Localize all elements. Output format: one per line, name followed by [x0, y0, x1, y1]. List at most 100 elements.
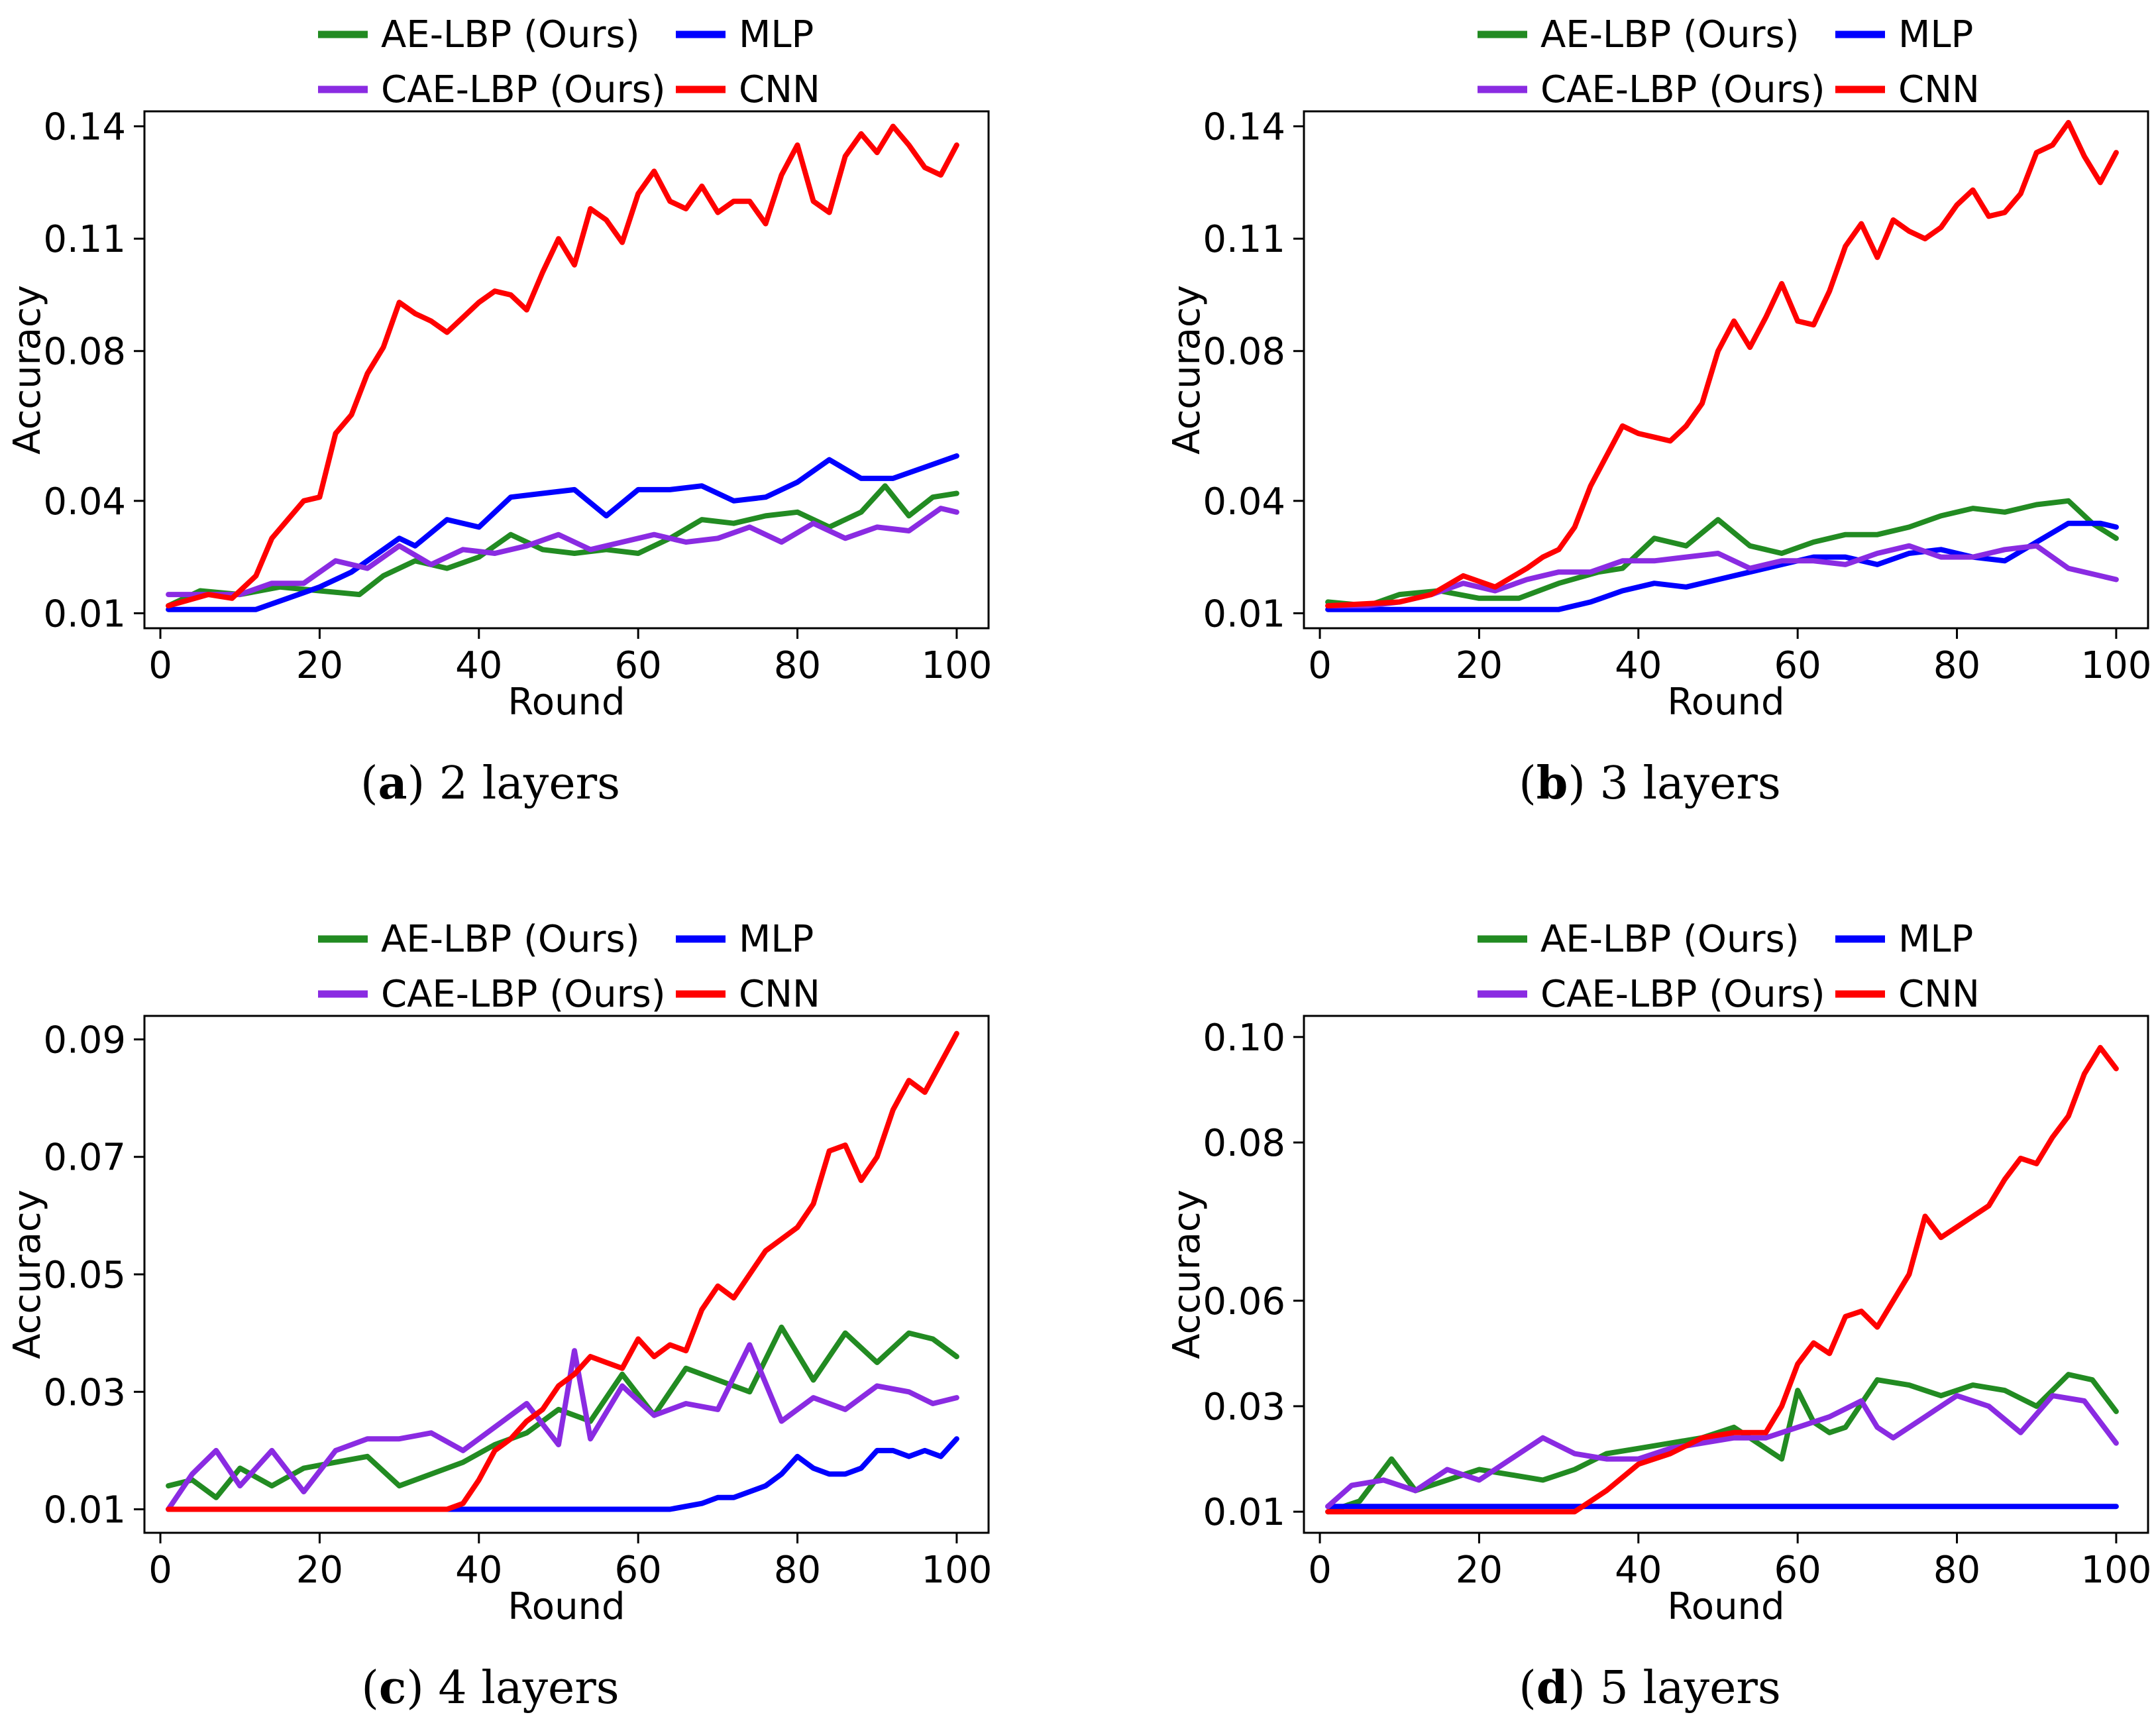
x-tick-label: 40 [1615, 1549, 1662, 1592]
legend-label-cae_lbp: CAE-LBP (Ours) [1540, 973, 1825, 1016]
x-tick-label: 20 [1456, 644, 1503, 687]
series-line-mlp [166, 453, 959, 612]
legend-label-cnn: CNN [739, 973, 820, 1016]
caption-paren-open: ( [1519, 1662, 1536, 1714]
x-tick-label: 0 [1308, 1549, 1332, 1592]
y-tick-label: 0.08 [43, 331, 126, 374]
series-lines [166, 1030, 959, 1512]
caption-paren-open: ( [360, 757, 378, 810]
legend: AE-LBP (Ours) MLP CAE-LBP (Ours) CNN [318, 13, 820, 111]
series-line-cnn [1325, 1044, 2119, 1515]
plot-frame [1303, 1015, 2149, 1534]
legend-label-mlp: MLP [739, 13, 814, 56]
caption-text: 2 layers [425, 757, 620, 810]
caption-paren-open: ( [1519, 757, 1536, 810]
caption-text: 3 layers [1586, 757, 1781, 810]
legend-label-ae_lbp: AE-LBP (Ours) [381, 918, 640, 961]
y-tick-label: 0.05 [43, 1254, 126, 1297]
series-line-cnn [166, 123, 959, 609]
x-tick-label: 60 [1774, 644, 1821, 687]
y-tick-label: 0.01 [1203, 592, 1285, 636]
x-axis-label: Round [508, 1585, 625, 1628]
x-tick-label: 60 [615, 644, 662, 687]
legend-label-mlp: MLP [1898, 13, 1973, 56]
x-tick-label: 100 [921, 1549, 992, 1592]
legend-label-cnn: CNN [1898, 973, 1980, 1016]
caption-letter: d [1536, 1661, 1568, 1714]
y-axis-label: Accuracy [1165, 1190, 1209, 1359]
y-tick-label: 0.01 [43, 592, 126, 636]
series-line-cae_lbp [166, 506, 959, 598]
x-tick-label: 40 [455, 644, 502, 687]
x-tick-label: 60 [1774, 1549, 1821, 1592]
legend-label-mlp: MLP [739, 918, 814, 961]
series-line-mlp [1325, 520, 2119, 612]
series-line-mlp [166, 1436, 959, 1512]
y-tick-label: 0.03 [1203, 1386, 1285, 1429]
legend-label-ae_lbp: AE-LBP (Ours) [1540, 13, 1800, 56]
legend: AE-LBP (Ours) MLP CAE-LBP (Ours) CNN [318, 918, 820, 1016]
y-tick-label: 0.08 [1203, 1122, 1285, 1165]
x-tick-label: 0 [148, 1549, 172, 1592]
series-line-ae_lbp [166, 1324, 959, 1500]
y-axis-label: Accuracy [1165, 285, 1209, 455]
x-tick-label: 20 [1456, 1549, 1503, 1592]
y-axis-label: Accuracy [6, 285, 49, 455]
x-axis-label: Round [1667, 1585, 1784, 1628]
series-lines [166, 123, 959, 612]
y-tick-label: 0.14 [43, 106, 126, 149]
subfigure-caption: (c) 4 layers [361, 1661, 619, 1714]
x-tick-label: 80 [1933, 1549, 1980, 1592]
subfigure-caption: (d) 5 layers [1519, 1661, 1780, 1714]
caption-text: 5 layers [1586, 1662, 1781, 1714]
x-tick-label: 20 [296, 1549, 343, 1592]
y-tick-label: 0.01 [43, 1489, 126, 1532]
subfigure-caption: (b) 3 layers [1519, 757, 1780, 810]
x-tick-label: 0 [1308, 644, 1332, 687]
caption-paren-close: ) [406, 1662, 424, 1714]
legend-label-cnn: CNN [739, 68, 820, 111]
y-tick-label: 0.10 [1203, 1017, 1285, 1060]
y-tick-label: 0.07 [43, 1137, 126, 1180]
series-lines [1325, 120, 2119, 612]
series-line-cae_lbp [1325, 543, 2119, 609]
caption-paren-open: ( [361, 1662, 379, 1714]
y-tick-label: 0.11 [43, 218, 126, 261]
y-tick-label: 0.04 [43, 480, 126, 524]
caption-paren-close: ) [1568, 1662, 1586, 1714]
x-tick-label: 80 [774, 644, 821, 687]
series-line-ae_lbp [166, 483, 959, 609]
caption-letter: b [1536, 757, 1568, 810]
y-tick-label: 0.06 [1203, 1280, 1285, 1323]
x-tick-label: 100 [921, 644, 992, 687]
caption-text: 4 layers [424, 1662, 620, 1714]
series-line-cae_lbp [1325, 1393, 2119, 1510]
x-tick-label: 60 [615, 1549, 662, 1592]
series-line-cnn [166, 1030, 959, 1512]
x-tick-label: 0 [148, 644, 172, 687]
y-tick-label: 0.04 [1203, 480, 1285, 524]
y-tick-label: 0.09 [43, 1019, 126, 1062]
y-tick-label: 0.11 [1203, 218, 1285, 261]
x-tick-label: 20 [296, 644, 343, 687]
series-line-cae_lbp [166, 1342, 959, 1512]
y-axis-label: Accuracy [6, 1190, 49, 1359]
chart-panel-d: AE-LBP (Ours) MLP CAE-LBP (Ours) CNN 0 20 40 60… [1165, 918, 2151, 1714]
chart-panel-b: AE-LBP (Ours) MLP CAE-LBP (Ours) CNN 0 20 40 60… [1165, 13, 2151, 810]
legend-label-ae_lbp: AE-LBP (Ours) [1540, 918, 1800, 961]
legend-label-cae_lbp: CAE-LBP (Ours) [381, 973, 666, 1016]
caption-paren-close: ) [1568, 757, 1586, 810]
y-tick-label: 0.14 [1203, 106, 1285, 149]
caption-letter: c [379, 1661, 406, 1714]
chart-panel-c: AE-LBP (Ours) MLP CAE-LBP (Ours) CNN 0 20 40 60… [6, 918, 992, 1714]
x-axis-label: Round [1667, 681, 1784, 724]
legend-label-cae_lbp: CAE-LBP (Ours) [381, 68, 666, 111]
caption-letter: a [378, 757, 407, 810]
legend-label-ae_lbp: AE-LBP (Ours) [381, 13, 640, 56]
y-tick-label: 0.03 [43, 1371, 126, 1414]
legend-label-mlp: MLP [1898, 918, 1973, 961]
x-tick-label: 100 [2080, 644, 2151, 687]
y-tick-label: 0.01 [1203, 1491, 1285, 1534]
series-line-ae_lbp [1325, 498, 2119, 609]
caption-paren-close: ) [407, 757, 425, 810]
